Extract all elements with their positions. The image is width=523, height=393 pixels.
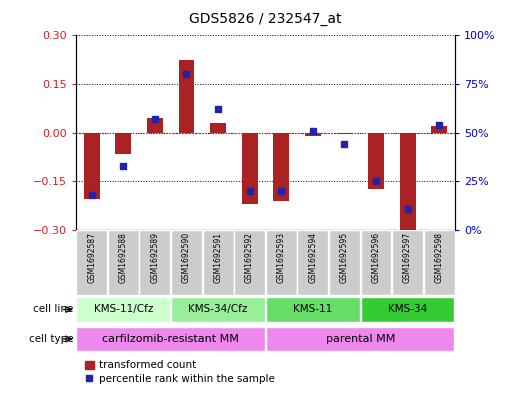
Bar — [298, 230, 328, 295]
Bar — [392, 230, 423, 295]
Text: GSM1692597: GSM1692597 — [403, 232, 412, 283]
Bar — [266, 230, 297, 295]
Bar — [424, 230, 454, 295]
Text: KMS-11: KMS-11 — [293, 305, 333, 314]
Point — [340, 141, 349, 147]
Text: cell line: cell line — [33, 305, 73, 314]
Text: GDS5826 / 232547_at: GDS5826 / 232547_at — [189, 11, 342, 26]
Point — [87, 192, 96, 198]
Bar — [336, 132, 353, 134]
Text: GSM1692594: GSM1692594 — [309, 232, 317, 283]
Bar — [108, 230, 139, 295]
Bar — [266, 297, 360, 322]
Text: carfilzomib-resistant MM: carfilzomib-resistant MM — [102, 334, 239, 344]
Text: GSM1692590: GSM1692590 — [182, 232, 191, 283]
Bar — [84, 132, 99, 199]
Bar — [400, 132, 415, 231]
Point — [277, 188, 286, 194]
Bar — [329, 230, 360, 295]
Bar — [171, 297, 265, 322]
Text: GSM1692588: GSM1692588 — [119, 232, 128, 283]
Point — [245, 188, 254, 194]
Text: cell type: cell type — [29, 334, 73, 344]
Point — [403, 206, 412, 212]
Bar — [171, 230, 202, 295]
Point — [435, 122, 444, 128]
Text: KMS-34: KMS-34 — [388, 305, 427, 314]
Bar — [368, 132, 384, 189]
Bar — [234, 230, 265, 295]
Text: GSM1692591: GSM1692591 — [213, 232, 222, 283]
Bar — [147, 118, 163, 132]
Point — [372, 178, 380, 184]
Text: KMS-34/Cfz: KMS-34/Cfz — [188, 305, 248, 314]
Bar — [202, 230, 233, 295]
Text: GSM1692589: GSM1692589 — [150, 232, 160, 283]
Text: parental MM: parental MM — [325, 334, 395, 344]
Text: GSM1692596: GSM1692596 — [371, 232, 381, 283]
Bar — [431, 126, 447, 132]
Point — [214, 106, 222, 112]
Point — [182, 71, 190, 77]
Point — [151, 116, 159, 122]
Bar — [210, 123, 226, 132]
Bar — [305, 132, 321, 136]
Text: GSM1692587: GSM1692587 — [87, 232, 96, 283]
Bar — [76, 297, 170, 322]
Bar — [360, 230, 392, 295]
Bar — [116, 132, 131, 154]
Bar — [76, 327, 265, 351]
Text: GSM1692595: GSM1692595 — [340, 232, 349, 283]
Bar — [178, 60, 195, 132]
Bar — [274, 132, 289, 201]
Text: KMS-11/Cfz: KMS-11/Cfz — [94, 305, 153, 314]
Point — [119, 163, 128, 169]
Bar — [76, 230, 107, 295]
Point — [309, 128, 317, 134]
Bar — [242, 132, 257, 204]
Bar — [139, 230, 170, 295]
Text: GSM1692593: GSM1692593 — [277, 232, 286, 283]
Bar — [266, 327, 454, 351]
Bar — [361, 297, 454, 322]
Legend: transformed count, percentile rank within the sample: transformed count, percentile rank withi… — [81, 356, 279, 388]
Text: GSM1692598: GSM1692598 — [435, 232, 444, 283]
Text: GSM1692592: GSM1692592 — [245, 232, 254, 283]
